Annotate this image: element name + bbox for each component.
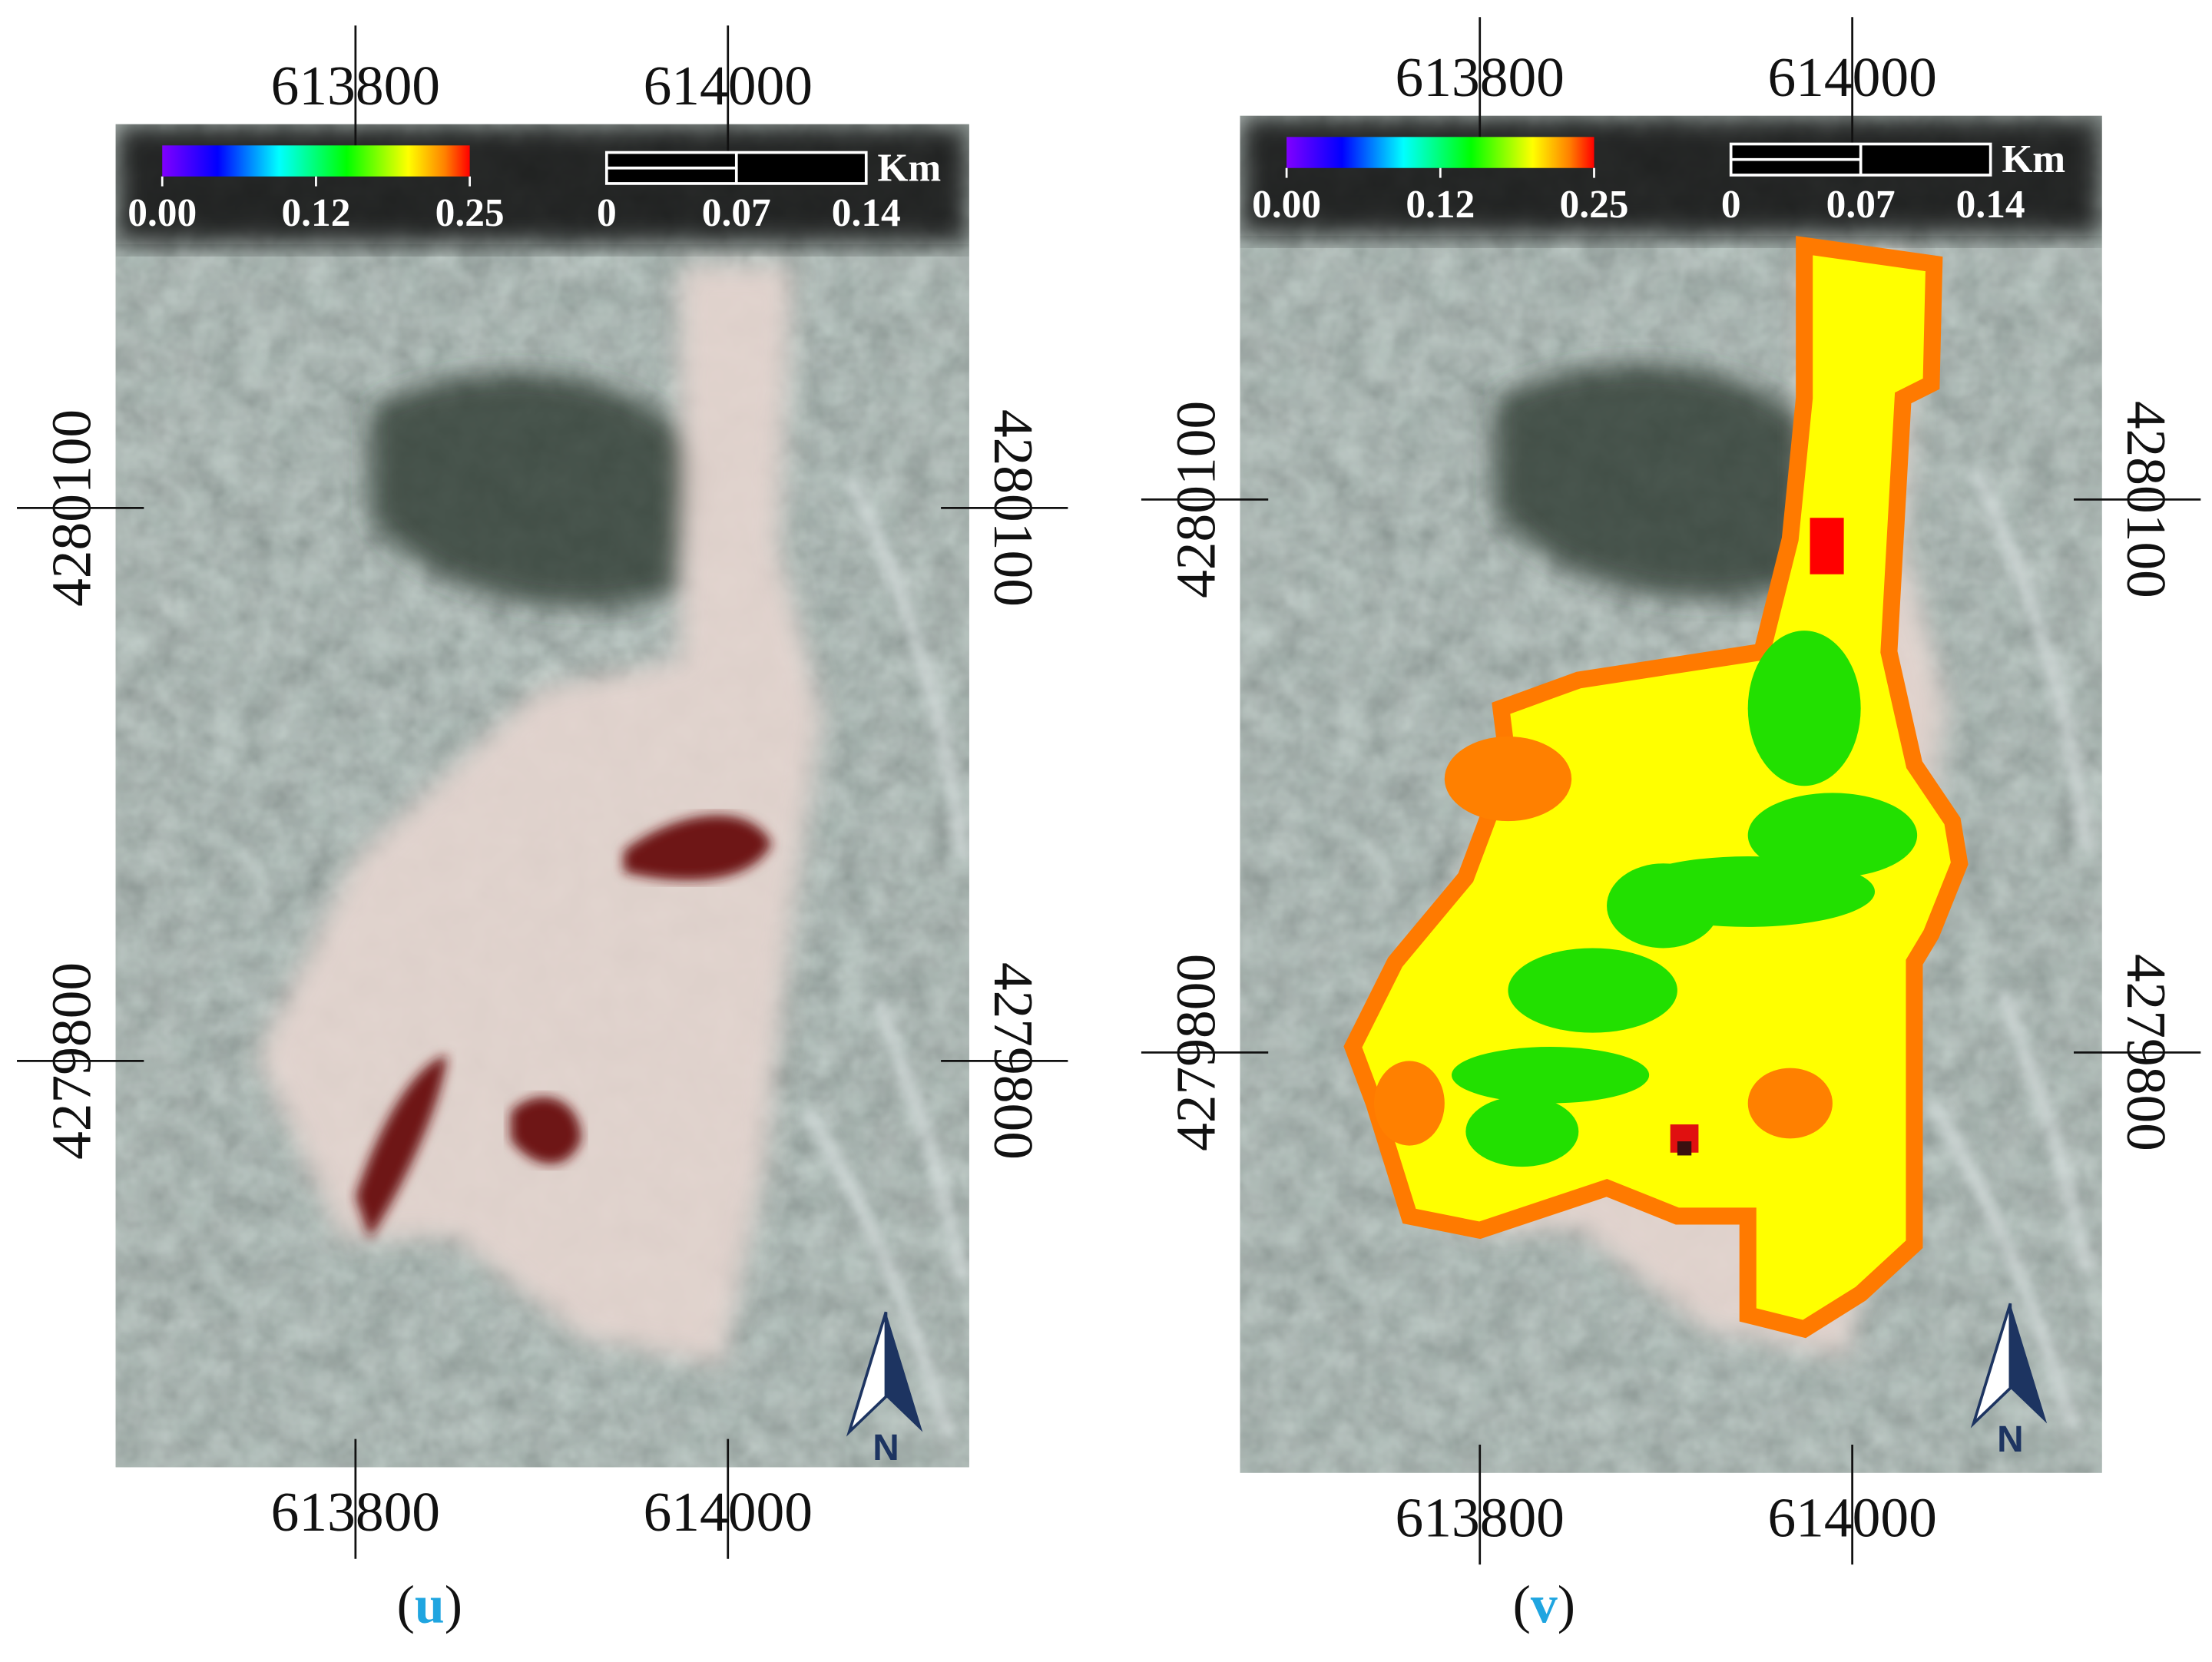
index-green xyxy=(1465,1096,1579,1167)
panel-label-part: ) xyxy=(1558,1575,1575,1634)
index-red xyxy=(1810,518,1844,574)
bare-ground xyxy=(257,265,821,1366)
y-coord-label: 4279800 xyxy=(1164,954,1227,1151)
vegetation-dark xyxy=(1494,365,1833,598)
colorbar-label: 0.00 xyxy=(127,191,197,235)
panel-label: (v) xyxy=(1513,1575,1575,1634)
y-coord-label: 4280100 xyxy=(2115,401,2177,598)
colorbar-label: 0.25 xyxy=(435,191,505,235)
y-coord-label: 4280100 xyxy=(1164,401,1227,598)
colorbar xyxy=(162,145,470,177)
y-coord-label: 4279800 xyxy=(2115,954,2177,1151)
panel-label-part: ( xyxy=(1513,1575,1531,1634)
north-label: N xyxy=(1997,1419,2023,1460)
panel-label: (u) xyxy=(397,1575,462,1634)
scale-label: 0 xyxy=(1721,183,1741,227)
scale-label: 0.14 xyxy=(832,191,901,235)
colorbar xyxy=(1286,137,1594,168)
vegetation-dark xyxy=(369,373,709,607)
scale-unit: Km xyxy=(2002,137,2065,181)
x-coord-label: 614000 xyxy=(1767,1486,1936,1548)
x-coord-label: 614000 xyxy=(1767,46,1936,108)
colorbar-label: 0.00 xyxy=(1252,183,1321,227)
y-coord-label: 4280100 xyxy=(41,409,103,607)
panel-label-part: u xyxy=(415,1575,445,1634)
satellite-image xyxy=(1240,115,2102,1473)
x-coord-label: 613800 xyxy=(1396,1486,1565,1548)
panel-label-part: v xyxy=(1531,1575,1558,1634)
map-panel: 613800 613800 614000 614000 4280100 4280100 42… xyxy=(17,25,1068,1634)
north-label: N xyxy=(873,1428,899,1468)
scale-label: 0.07 xyxy=(1826,183,1896,227)
satellite-image xyxy=(115,124,969,1468)
x-coord-label: 613800 xyxy=(271,55,440,117)
index-green xyxy=(1452,1047,1650,1104)
scale-label: 0 xyxy=(597,191,617,235)
index-dark xyxy=(1677,1141,1692,1156)
index-orange xyxy=(1747,1068,1833,1139)
panel-label-part: ( xyxy=(397,1575,415,1634)
index-orange xyxy=(1444,736,1572,822)
panel-label-part: ) xyxy=(445,1575,462,1634)
x-coord-label: 614000 xyxy=(644,55,813,117)
x-coord-label: 614000 xyxy=(644,1481,813,1543)
scale-label: 0.14 xyxy=(1956,183,2025,227)
pit-water xyxy=(623,815,772,881)
index-green xyxy=(1607,863,1720,949)
scale-unit: Km xyxy=(877,146,941,190)
index-orange xyxy=(1373,1061,1445,1146)
pit-water xyxy=(510,1097,581,1164)
y-coord-label: 4279800 xyxy=(41,962,103,1160)
index-green xyxy=(1747,631,1861,786)
colorbar-label: 0.12 xyxy=(1406,183,1475,227)
index-green xyxy=(1747,793,1918,878)
stripes xyxy=(1925,465,2094,1430)
y-coord-label: 4279800 xyxy=(982,962,1045,1160)
index-green xyxy=(1508,948,1677,1033)
stripes xyxy=(800,473,969,1439)
scale-label: 0.07 xyxy=(702,191,771,235)
colorbar-label: 0.12 xyxy=(281,191,350,235)
x-coord-label: 613800 xyxy=(1396,46,1565,108)
pit-water xyxy=(355,1055,448,1239)
map-panel: 613800 613800 614000 614000 4280100 4280100 42… xyxy=(1141,17,2201,1634)
x-coord-label: 613800 xyxy=(271,1481,440,1543)
colorbar-label: 0.25 xyxy=(1560,183,1629,227)
y-coord-label: 4280100 xyxy=(982,409,1045,607)
